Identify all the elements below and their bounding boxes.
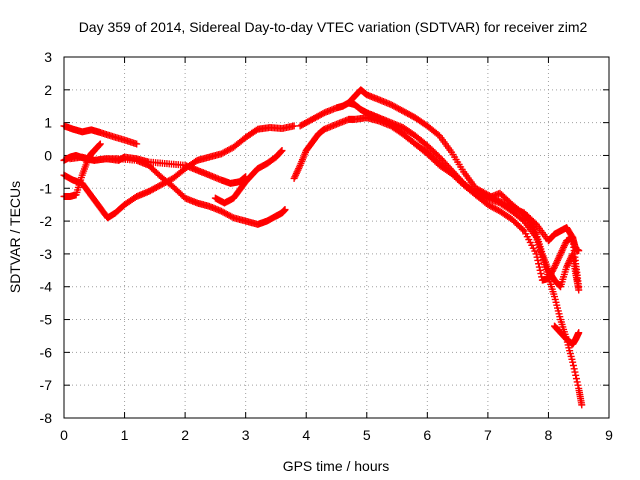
y-axis-label: SDTVAR / TECUs (7, 181, 23, 293)
data-point (573, 378, 581, 386)
data-point (277, 147, 285, 155)
data-point (572, 371, 580, 379)
data-point (534, 256, 542, 264)
y-tick-label: 2 (44, 82, 52, 98)
x-tick-label: 9 (605, 427, 613, 443)
data-point (519, 226, 527, 234)
x-axis-label: GPS time / hours (283, 458, 390, 474)
data-point (569, 361, 577, 369)
data-point (278, 147, 286, 155)
data-point (570, 365, 578, 373)
y-tick-label: -3 (40, 246, 53, 262)
x-tick-label: 0 (60, 427, 68, 443)
series-track-4 (60, 122, 298, 222)
series-track-1 (60, 122, 141, 148)
data-point (575, 329, 583, 337)
data-point (568, 232, 576, 240)
axis-ticks: 0 1 2 3 4 5 6 7 8 9 3 2 1 0 -1 -2 -3 -4 -5 -6 -7 -8 (40, 49, 614, 443)
data-point (574, 381, 582, 389)
series-track-5 (66, 153, 289, 228)
data-point (532, 250, 540, 258)
series-track-10 (363, 109, 583, 294)
data-point (537, 270, 545, 278)
y-tick-label: -5 (40, 312, 53, 328)
y-tick-label: -4 (40, 279, 53, 295)
x-tick-label: 5 (363, 427, 371, 443)
data-series (60, 86, 586, 409)
y-tick-label: -1 (40, 180, 53, 196)
data-point (96, 141, 104, 149)
data-point (550, 264, 558, 272)
series-track-3 (60, 140, 104, 200)
data-point (572, 375, 580, 383)
data-point (578, 401, 586, 409)
y-tick-label: 3 (44, 49, 52, 65)
x-tick-label: 6 (423, 427, 431, 443)
x-tick-label: 7 (484, 427, 492, 443)
y-tick-label: -6 (40, 344, 53, 360)
x-tick-label: 8 (545, 427, 553, 443)
data-point (290, 122, 298, 130)
x-tick-label: 4 (302, 427, 310, 443)
series-track-6 (211, 147, 286, 207)
data-point (281, 206, 289, 214)
data-point (535, 260, 543, 268)
x-tick-label: 2 (181, 427, 189, 443)
data-point (571, 368, 579, 376)
y-tick-label: 1 (44, 115, 52, 131)
data-point (536, 266, 544, 274)
series-track-11 (551, 322, 583, 348)
data-point (96, 140, 104, 148)
series-track-8 (296, 99, 583, 284)
data-point (575, 286, 583, 294)
data-point (133, 140, 141, 148)
x-tick-label: 1 (121, 427, 129, 443)
data-point (533, 253, 541, 261)
x-tick-label: 3 (242, 427, 250, 443)
chart-title: Day 359 of 2014, Sidereal Day-to-day VTE… (79, 19, 588, 35)
data-point (535, 263, 543, 271)
y-tick-label: -7 (40, 377, 53, 393)
plot-frame (63, 56, 610, 419)
y-tick-label: -2 (40, 213, 53, 229)
y-tick-label: 0 (44, 147, 52, 163)
data-point (569, 358, 577, 366)
y-tick-label: -8 (40, 410, 53, 426)
